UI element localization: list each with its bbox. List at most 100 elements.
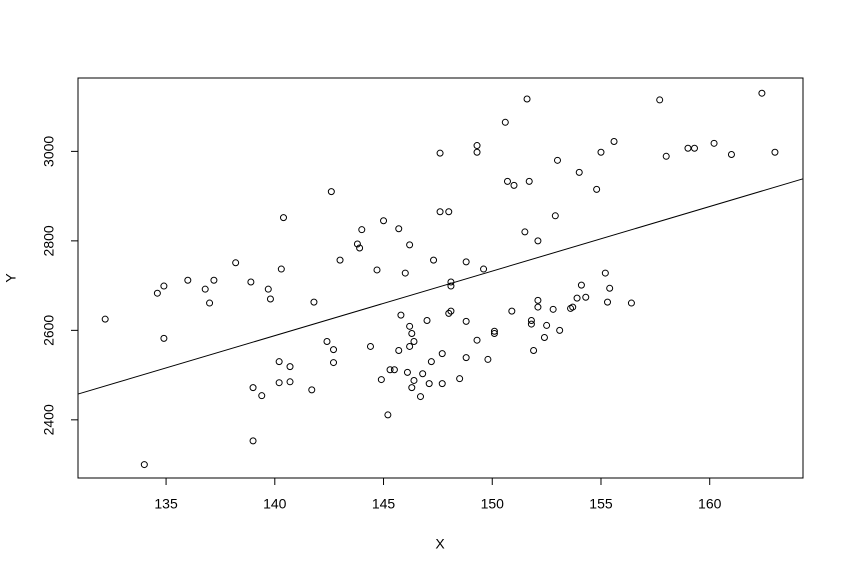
point [438,350,446,358]
point [540,334,548,342]
point [771,148,779,156]
point [423,317,431,325]
point [627,299,635,307]
point [232,259,240,267]
point [336,256,344,264]
point [456,375,464,383]
point [445,309,453,317]
y-tick-label: 3000 [41,136,57,167]
point [279,214,287,222]
point [286,378,294,386]
point [575,168,583,176]
point [140,461,148,469]
point [397,311,405,319]
point [419,370,427,378]
y-tick-label: 2800 [41,225,57,256]
point [323,338,331,346]
point [410,338,418,346]
point [403,368,411,376]
y-axis-label: Y [3,273,19,283]
point [593,185,601,193]
point [377,376,385,384]
point [447,307,455,315]
point [490,329,498,337]
point [606,284,614,292]
point [427,358,435,366]
point [264,285,272,293]
plot-frame [77,77,804,479]
point [604,298,612,306]
x-tick-label: 145 [372,496,396,512]
point [184,276,192,284]
point [160,334,168,342]
point [310,298,318,306]
y-tick-label: 2400 [41,404,57,435]
point [384,411,392,419]
point [727,151,735,159]
point [521,228,529,236]
point [401,269,409,277]
point [473,148,481,156]
point [308,386,316,394]
point [527,317,535,325]
regression-line [77,178,804,395]
point [553,156,561,164]
point [406,241,414,249]
point [525,177,533,185]
point [556,326,564,334]
point [206,299,214,307]
point [395,225,403,233]
point [508,307,516,315]
point [358,226,366,234]
x-tick-label: 140 [263,496,287,512]
point [406,322,414,330]
point [601,269,609,277]
point [445,208,453,216]
point [266,295,274,303]
point [436,149,444,157]
point [462,258,470,266]
point [473,142,481,150]
point [573,294,581,302]
point [416,393,424,401]
point [582,293,590,301]
point [549,305,557,313]
x-axis-label: X [435,536,445,552]
point [569,303,577,311]
point [286,363,294,371]
point [408,384,416,392]
point [153,289,161,297]
point [210,276,218,284]
point [406,342,414,350]
point [386,366,394,374]
point [710,139,718,147]
point [327,188,335,196]
point [356,244,364,252]
point [758,89,766,97]
point [473,336,481,344]
point [551,212,559,220]
y-tick-label: 2600 [41,315,57,346]
point [656,96,664,104]
point [690,144,698,152]
point [510,181,518,189]
point [534,296,542,304]
point [480,265,488,273]
point [577,281,585,289]
point [501,118,509,126]
point [249,384,257,392]
x-tick-label: 155 [589,496,613,512]
x-tick-label: 135 [154,496,178,512]
point [438,380,446,388]
x-tick-label: 160 [698,496,722,512]
point [597,148,605,156]
point [258,392,266,400]
point [101,315,109,323]
point [430,256,438,264]
point [490,327,498,335]
point [330,359,338,367]
point [543,321,551,329]
point [530,346,538,354]
point [462,317,470,325]
